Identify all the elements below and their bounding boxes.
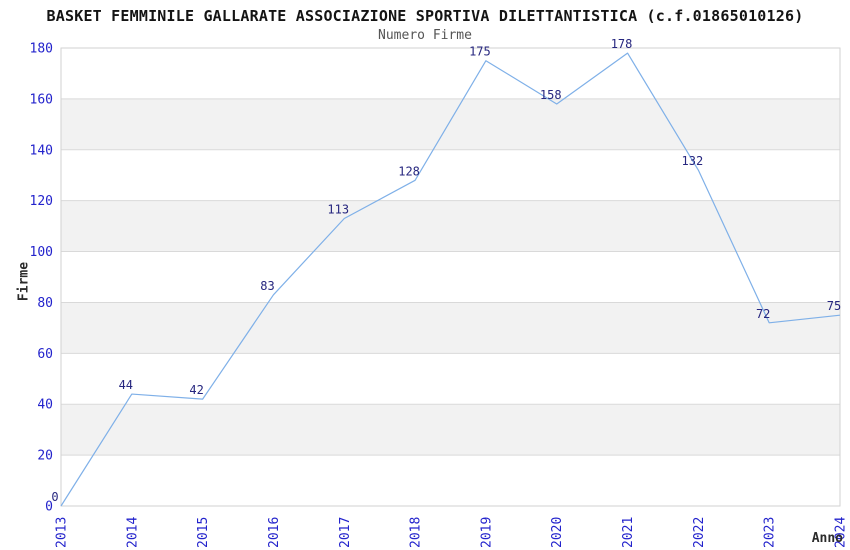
series-line [60,52,841,507]
y-tick-label: 100 [30,245,53,260]
grid-band [61,302,840,354]
y-tick-label: 60 [37,347,53,362]
data-point-label: 83 [260,279,274,293]
x-tick-label: 2016 [267,517,282,548]
x-tick-label: 2015 [196,517,211,548]
y-tick-label: 80 [37,296,53,311]
x-tick-label: 2013 [55,517,70,548]
data-point-label: 132 [682,154,704,168]
data-point-label: 44 [119,378,133,392]
x-axis-label: Anno [811,531,843,546]
grid-band [61,98,840,150]
y-tick-label: 140 [30,143,53,158]
x-tick-label: 2018 [409,517,424,548]
x-tick-label: 2023 [763,517,778,548]
data-point-label: 75 [827,299,841,313]
grid-band [61,200,840,252]
x-tick-label: 2021 [621,517,636,548]
data-point-label: 113 [327,202,349,216]
data-point-label: 178 [611,37,633,51]
y-tick-label: 180 [30,42,53,57]
data-point-label: 128 [398,164,420,178]
data-point-label: 72 [756,307,770,321]
y-tick-label: 0 [45,500,53,515]
chart-title: BASKET FEMMINILE GALLARATE ASSOCIAZIONE … [46,7,804,25]
y-tick-label: 120 [30,194,53,209]
x-tick-label: 2017 [338,517,353,548]
x-tick-label: 2022 [692,517,707,548]
data-point-label: 42 [189,383,203,397]
y-tick-label: 160 [30,92,53,107]
plot-border [60,47,841,507]
x-tick-label: 2020 [550,517,565,548]
grid-band [61,404,840,456]
y-tick-label: 40 [37,398,53,413]
data-point-label: 158 [540,88,562,102]
x-tick-label: 2024 [834,517,849,548]
data-point-label: 175 [469,45,491,59]
x-tick-label: 2019 [479,517,494,548]
y-tick-label: 20 [37,449,53,464]
x-tick-label: 2014 [125,517,140,548]
chart-subtitle: Numero Firme [378,28,472,43]
data-point-label: 0 [51,490,58,504]
